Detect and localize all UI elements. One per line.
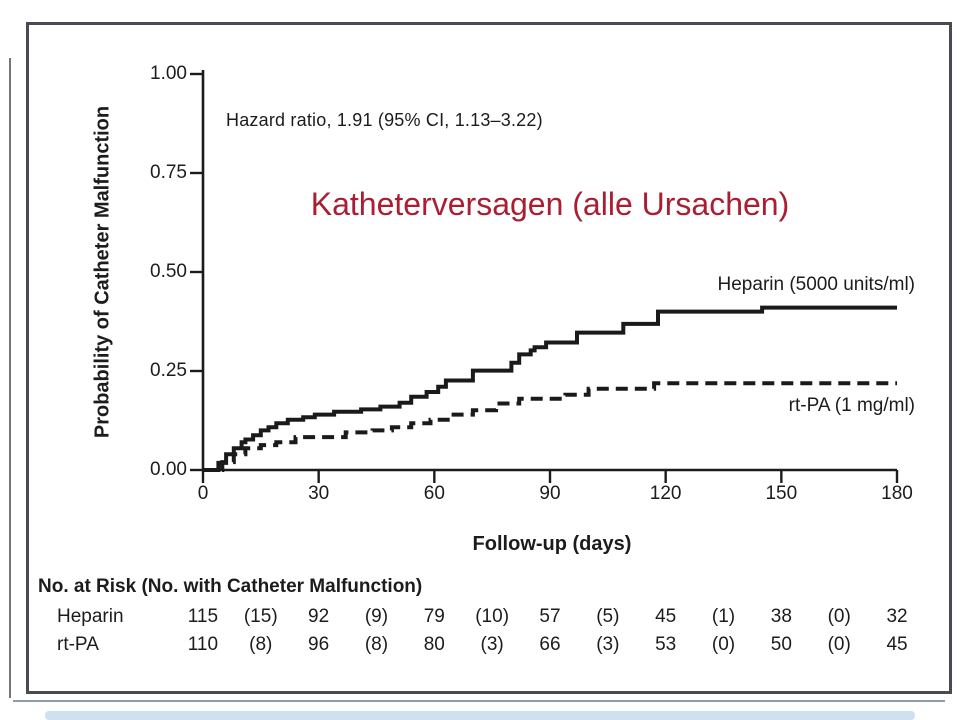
y-tick-label: 1.00 (150, 63, 187, 84)
risk-cell: 57 (539, 606, 561, 627)
risk-cell: (9) (364, 606, 389, 627)
risk-cell: 38 (770, 606, 792, 627)
hazard-ratio-annotation: Hazard ratio, 1.91 (95% CI, 1.13–3.22) (226, 110, 543, 130)
figure-highlight-title: Katheterversagen (alle Ursachen) (310, 186, 790, 222)
risk-cell: (1) (711, 606, 736, 627)
slide-left-edge-line (9, 58, 11, 698)
risk-cell: 45 (655, 606, 677, 627)
risk-cell: (0) (711, 634, 736, 655)
x-tick-label: 60 (423, 483, 445, 504)
risk-cell: (0) (827, 606, 851, 627)
series-label-rtpa: rt-PA (1 mg/ml) (788, 395, 915, 416)
x-tick-label: 0 (197, 483, 209, 504)
x-axis-title: Follow-up (days) (472, 533, 632, 555)
y-tick-label: 0.25 (150, 360, 187, 381)
slide-footer-accent-band (45, 711, 915, 720)
risk-cell: 96 (308, 634, 330, 655)
risk-cell: 80 (423, 634, 445, 655)
risk-cell: (3) (480, 634, 504, 655)
risk-cell: 115 (187, 606, 219, 627)
risk-cell: (10) (475, 606, 510, 627)
risk-row-rtpa: rt-PA 110 (8) 96 (8) 80 (3) 66 (3) 53 (0) 50 (0) 45 (0, 634, 960, 660)
risk-cell: (0) (827, 634, 851, 655)
y-tick-label: 0.50 (150, 261, 187, 282)
risk-cell: 110 (187, 634, 219, 655)
risk-cell: (5) (596, 606, 620, 627)
risk-cell: 79 (423, 606, 445, 627)
risk-cell: (8) (364, 634, 389, 655)
risk-row-values: 115 (15) 92 (9) 79 (10) 57 (5) 45 (1) 38 (0) 32 (174, 606, 926, 628)
risk-table-title: No. at Risk (No. with Catheter Malfuncti… (38, 576, 423, 597)
risk-cell: 92 (308, 606, 330, 627)
risk-cell: 45 (886, 634, 908, 655)
curve-heparin (203, 305, 897, 472)
risk-cell: 53 (655, 634, 677, 655)
risk-row-heparin: Heparin 115 (15) 92 (9) 79 (10) 57 (5) 45 (1) 38 (0)… (0, 606, 960, 632)
y-tick-label: 0.00 (150, 459, 187, 480)
y-axis-title: Probability of Catheter Malfunction (91, 105, 114, 439)
risk-cell: 66 (539, 634, 561, 655)
risk-cell: (15) (243, 606, 278, 627)
risk-row-values: 110 (8) 96 (8) 80 (3) 66 (3) 53 (0) 50 (0) 45 (174, 634, 926, 656)
risk-cell: (8) (249, 634, 273, 655)
risk-cell: (3) (596, 634, 620, 655)
risk-row-label: rt-PA (57, 634, 99, 655)
risk-row-label: Heparin (57, 606, 124, 627)
x-tick-label: 30 (308, 483, 330, 504)
risk-cell: 50 (770, 634, 792, 655)
curve-rtpa (203, 381, 897, 472)
x-tick-label: 180 (881, 483, 913, 504)
y-tick-label: 0.75 (150, 162, 187, 183)
figure-frame-border (26, 22, 952, 694)
slide-bottom-rule (13, 700, 945, 702)
x-tick-label: 90 (539, 483, 561, 504)
x-tick-label: 150 (765, 483, 798, 504)
series-label-heparin: Heparin (5000 units/ml) (717, 274, 915, 295)
x-tick-label: 120 (649, 483, 682, 504)
risk-cell: 32 (886, 606, 908, 627)
